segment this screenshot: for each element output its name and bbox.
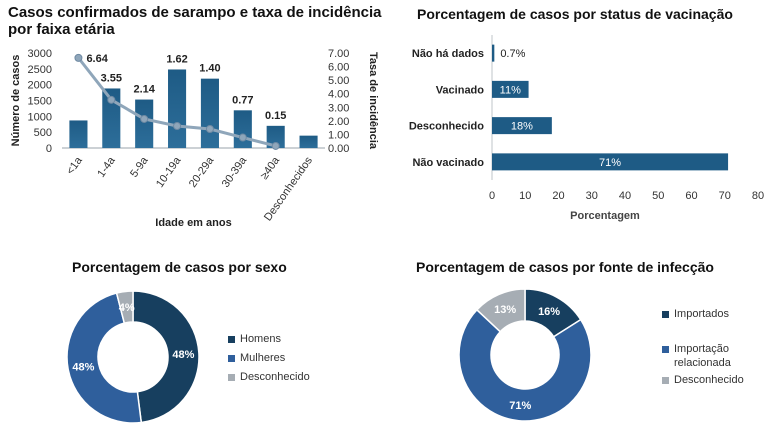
vaccination-value-label: 0.7%: [500, 48, 525, 60]
legend-swatch: [662, 377, 669, 384]
x-tick-label: 40: [619, 190, 631, 202]
source-slice-label: 71%: [509, 400, 531, 412]
incidence-label: 1.40: [199, 63, 220, 75]
vaccination-category-label: Não há dados: [412, 48, 484, 60]
y-left-tick-label: 2500: [28, 64, 52, 76]
y-left-tick-label: 3000: [28, 48, 52, 60]
x-tick-label: 60: [685, 190, 697, 202]
sex-chart-title: Porcentagem de casos por sexo: [72, 259, 287, 275]
incidence-point: [271, 141, 280, 150]
source-slice-label: 16%: [538, 306, 560, 318]
source-legend: Importados Importação relacionada Descon…: [662, 305, 772, 390]
x-tick-label: 70: [719, 190, 731, 202]
legend-label: relacionada: [674, 357, 731, 369]
age-bar: [299, 135, 318, 148]
y-left-axis-title: Número de casos: [10, 55, 22, 147]
incidence-label: 2.14: [133, 84, 155, 96]
vaccination-bar: [492, 153, 729, 171]
incidence-label: 3.55: [101, 72, 122, 84]
sex-legend: Homens Mulheres Desconhecido: [228, 330, 328, 390]
vaccination-bar: [492, 117, 552, 135]
incidence-label: 1.62: [166, 53, 187, 65]
vaccination-bar: [492, 80, 529, 98]
legend-swatch: [228, 336, 235, 343]
x-tick-label: 20: [552, 190, 564, 202]
age-bar: [266, 125, 285, 148]
vaccination-category-label: Não vacinado: [412, 157, 484, 169]
incidence-label: 0.15: [265, 110, 286, 122]
legend-label: Mulheres: [240, 352, 286, 364]
incidence-point: [140, 114, 149, 123]
legend-swatch: [228, 355, 235, 362]
sex-slice: [66, 292, 143, 424]
vaccination-value-label: 11%: [500, 84, 521, 96]
y-left-tick-label: 500: [34, 127, 52, 139]
y-right-tick-label: 0.00: [328, 143, 349, 155]
sex-slice-label: 48%: [172, 349, 194, 361]
legend-swatch: [228, 374, 235, 381]
source-slice: [475, 288, 526, 333]
sex-slice-label: 4%: [119, 302, 135, 314]
legend-label: Homens: [240, 333, 281, 345]
y-right-axis-title: Tasa de incidência: [367, 52, 379, 150]
y-left-tick-label: 1500: [28, 96, 52, 108]
y-left-tick-label: 0: [46, 143, 52, 155]
vaccination-category-label: Desconhecido: [409, 121, 484, 133]
vaccination-value-label: 18%: [511, 121, 533, 133]
y-right-tick-label: 7.00: [328, 48, 349, 60]
vaccination-category-label: Vacinado: [436, 84, 485, 96]
x-axis-title: Idade em anos: [155, 217, 231, 229]
incidence-label: 6.64: [86, 53, 108, 65]
vaccination-chart-title: Porcentagem de casos por status de vacin…: [417, 6, 733, 22]
y-right-tick-label: 2.00: [328, 116, 349, 128]
legend-label: Importados: [674, 308, 730, 320]
y-right-tick-label: 3.00: [328, 102, 349, 114]
x-tick-label: 30: [586, 190, 598, 202]
y-left-tick-label: 2000: [28, 80, 52, 92]
source-chart-title: Porcentagem de casos por fonte de infecç…: [416, 259, 714, 275]
age-bar: [168, 69, 187, 148]
legend-label: Importação: [674, 343, 730, 355]
source-slice: [458, 308, 592, 422]
incidence-point: [173, 122, 182, 131]
legend-swatch: [662, 311, 669, 318]
legend-label: Desconhecido: [674, 374, 744, 386]
incidence-point: [238, 133, 247, 142]
vaccination-value-label: 71%: [599, 157, 621, 169]
y-right-tick-label: 1.00: [328, 129, 349, 141]
y-right-tick-label: 4.00: [328, 89, 349, 101]
sex-slice-label: 48%: [72, 361, 94, 373]
y-left-tick-label: 1000: [28, 111, 52, 123]
incidence-point: [205, 125, 214, 133]
age-bar: [135, 99, 154, 148]
age-chart-title-line-2: por faixa etária: [8, 21, 115, 38]
legend-label: Desconhecido: [240, 371, 310, 383]
legend-swatch: [662, 346, 669, 353]
age-bar: [69, 120, 88, 148]
source-slice-label: 13%: [494, 304, 516, 316]
x-tick-label: 80: [752, 190, 764, 202]
incidence-label: 0.77: [232, 94, 253, 106]
x-axis-title: Porcentagem: [570, 210, 640, 222]
incidence-point: [107, 95, 116, 104]
vaccination-bar: [492, 44, 495, 62]
x-tick-label: 10: [519, 190, 531, 202]
sex-slice: [132, 290, 200, 424]
age-chart-title-line-1: Casos confirmados de sarampo e taxa de i…: [8, 4, 382, 21]
y-right-tick-label: 6.00: [328, 62, 349, 74]
incidence-point: [74, 53, 83, 62]
x-tick-label: 50: [652, 190, 664, 202]
sex-slice: [115, 290, 134, 325]
y-right-tick-label: 5.00: [328, 75, 349, 87]
x-tick-label: 0: [489, 190, 495, 202]
